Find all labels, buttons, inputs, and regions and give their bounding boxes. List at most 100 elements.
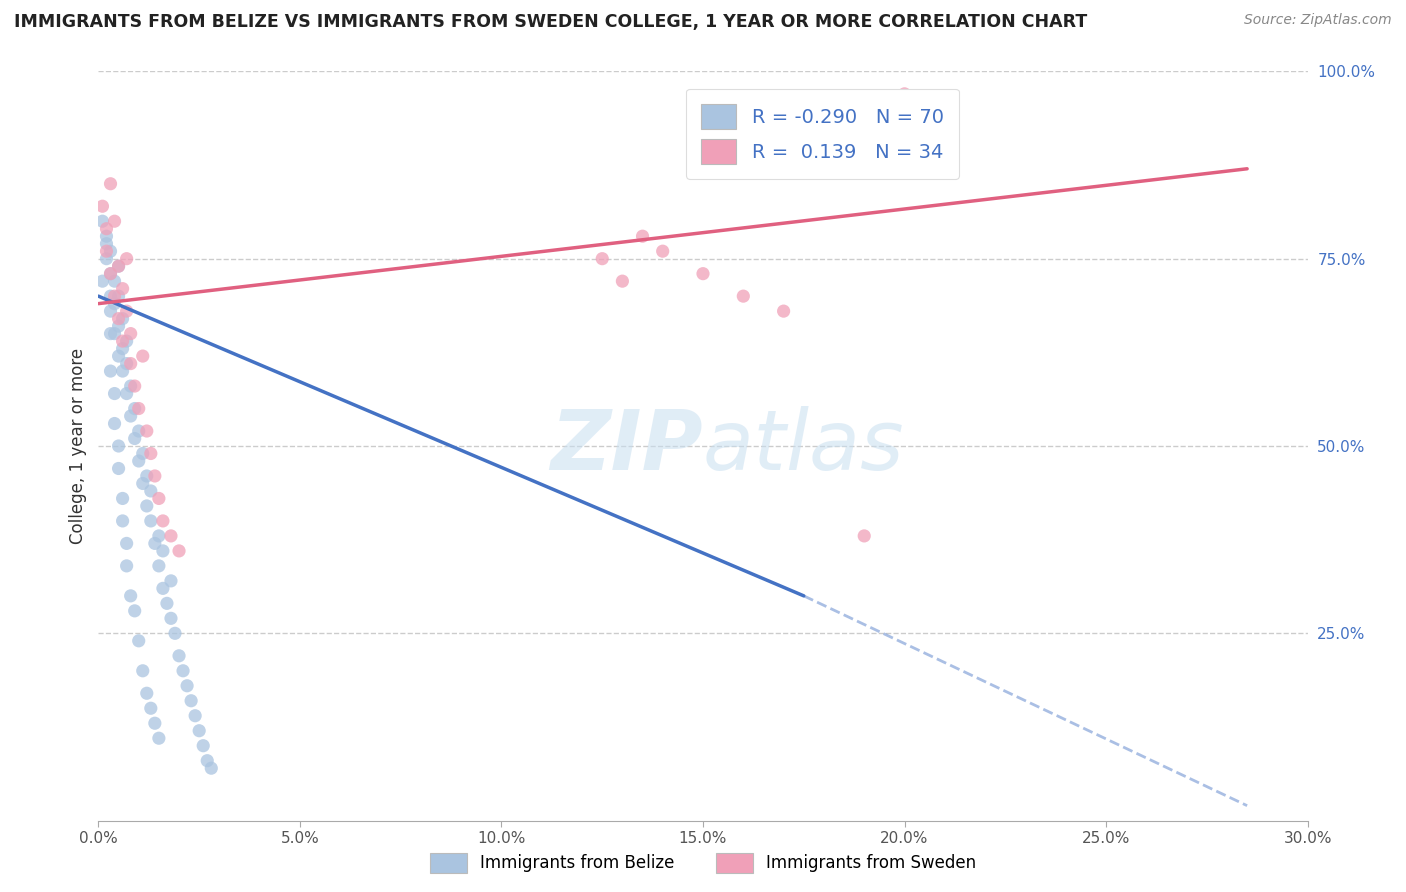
Text: ZIP: ZIP	[550, 406, 703, 486]
Point	[100, 244, 122, 259]
Point	[143, 469, 166, 483]
Point	[612, 274, 634, 288]
Point	[132, 476, 155, 491]
Point	[160, 611, 183, 625]
Point	[96, 229, 118, 244]
Point	[160, 574, 183, 588]
Point	[111, 334, 134, 348]
Point	[111, 514, 134, 528]
Point	[733, 289, 755, 303]
Point	[100, 364, 122, 378]
Point	[100, 177, 122, 191]
Point	[124, 604, 146, 618]
Y-axis label: College, 1 year or more: College, 1 year or more	[69, 348, 87, 544]
Point	[107, 311, 129, 326]
Point	[631, 229, 654, 244]
Text: Source: ZipAtlas.com: Source: ZipAtlas.com	[1244, 13, 1392, 28]
Point	[100, 289, 122, 303]
Point	[96, 252, 118, 266]
Point	[132, 664, 155, 678]
Text: IMMIGRANTS FROM BELIZE VS IMMIGRANTS FROM SWEDEN COLLEGE, 1 YEAR OR MORE CORRELA: IMMIGRANTS FROM BELIZE VS IMMIGRANTS FRO…	[14, 13, 1087, 31]
Point	[103, 296, 125, 310]
Point	[107, 439, 129, 453]
Point	[103, 386, 125, 401]
Point	[143, 716, 166, 731]
Point	[893, 87, 915, 101]
Point	[100, 267, 122, 281]
Point	[139, 514, 162, 528]
Point	[163, 626, 186, 640]
Point	[103, 326, 125, 341]
Point	[111, 311, 134, 326]
Point	[184, 708, 207, 723]
Point	[132, 446, 155, 460]
Legend: Immigrants from Belize, Immigrants from Sweden: Immigrants from Belize, Immigrants from …	[423, 847, 983, 880]
Point	[107, 259, 129, 273]
Point	[128, 401, 150, 416]
Point	[120, 326, 142, 341]
Point	[135, 499, 157, 513]
Point	[128, 424, 150, 438]
Point	[115, 357, 138, 371]
Point	[111, 282, 134, 296]
Point	[91, 214, 114, 228]
Point	[172, 664, 194, 678]
Point	[135, 424, 157, 438]
Point	[111, 364, 134, 378]
Point	[176, 679, 198, 693]
Point	[152, 544, 174, 558]
Point	[107, 349, 129, 363]
Point	[120, 589, 142, 603]
Point	[111, 491, 134, 506]
Point	[152, 514, 174, 528]
Point	[103, 274, 125, 288]
Point	[107, 319, 129, 334]
Point	[96, 236, 118, 251]
Point	[115, 252, 138, 266]
Point	[96, 244, 118, 259]
Point	[139, 701, 162, 715]
Point	[115, 536, 138, 550]
Point	[180, 694, 202, 708]
Point	[135, 469, 157, 483]
Point	[651, 244, 673, 259]
Point	[148, 529, 170, 543]
Point	[148, 558, 170, 573]
Point	[152, 582, 174, 596]
Point	[148, 731, 170, 746]
Point	[139, 446, 162, 460]
Point	[96, 221, 118, 235]
Point	[692, 267, 714, 281]
Point	[132, 349, 155, 363]
Point	[91, 274, 114, 288]
Point	[143, 536, 166, 550]
Point	[160, 529, 183, 543]
Legend: R = -0.290   N = 70, R =  0.139   N = 34: R = -0.290 N = 70, R = 0.139 N = 34	[686, 88, 959, 179]
Point	[124, 401, 146, 416]
Point	[120, 409, 142, 423]
Point	[188, 723, 211, 738]
Point	[853, 529, 876, 543]
Point	[115, 558, 138, 573]
Point	[103, 214, 125, 228]
Point	[111, 342, 134, 356]
Point	[200, 761, 222, 775]
Text: atlas: atlas	[703, 406, 904, 486]
Point	[139, 483, 162, 498]
Point	[107, 289, 129, 303]
Point	[100, 326, 122, 341]
Point	[128, 454, 150, 468]
Point	[115, 334, 138, 348]
Point	[100, 304, 122, 318]
Point	[120, 357, 142, 371]
Point	[156, 596, 179, 610]
Point	[115, 386, 138, 401]
Point	[103, 417, 125, 431]
Point	[167, 648, 190, 663]
Point	[107, 461, 129, 475]
Point	[167, 544, 190, 558]
Point	[100, 267, 122, 281]
Point	[135, 686, 157, 700]
Point	[193, 739, 215, 753]
Point	[128, 633, 150, 648]
